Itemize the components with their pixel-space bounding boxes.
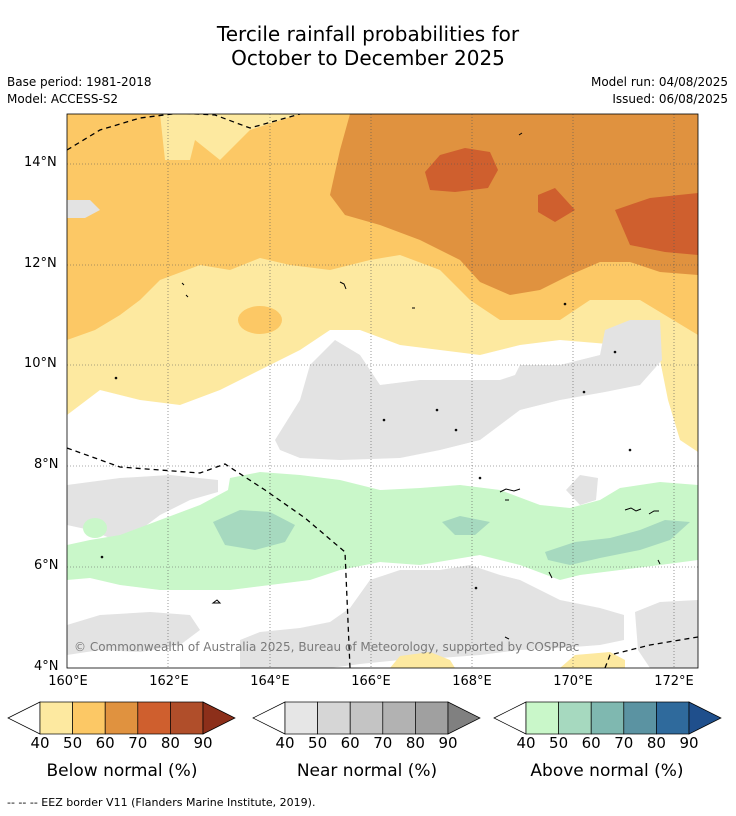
below-normal-70-region-b [538, 188, 575, 222]
legend-tick: 60 [95, 734, 115, 752]
legend-near-normal-bar [252, 701, 481, 735]
near-normal-40-region-small [67, 200, 100, 218]
lat-label-12n: 12°N [24, 256, 57, 271]
legend-tick: 60 [581, 734, 601, 752]
above-normal-50-region-a [213, 510, 295, 550]
legend-tick: 90 [193, 734, 213, 752]
legend-tick: 70 [614, 734, 634, 752]
legend-above-normal-caption: Above normal (%) [530, 761, 684, 781]
below-normal-40-region-south [390, 652, 455, 668]
map-fill-layer [67, 114, 698, 668]
legend-tick: 50 [549, 734, 569, 752]
below-normal-70-region-a [425, 148, 498, 192]
lon-label-160e: 160°E [48, 674, 88, 689]
legend-tick: 50 [63, 734, 83, 752]
legend-tick: 90 [679, 734, 699, 752]
title-line-1: Tercile rainfall probabilities for [216, 22, 520, 46]
meta-left: Base period: 1981-2018 Model: ACCESS-S2 [7, 74, 152, 108]
lat-label-14n: 14°N [24, 155, 57, 170]
legend-tick: 60 [340, 734, 360, 752]
legend-tick: 40 [30, 734, 50, 752]
eez-footnote: -- -- -- EEZ border V11 (Flanders Marine… [7, 796, 316, 809]
legend-tick: 40 [275, 734, 295, 752]
near-normal-40-region-east [566, 475, 598, 505]
legend-tick: 80 [646, 734, 666, 752]
legend-tick: 70 [373, 734, 393, 752]
above-normal-40-region [67, 472, 698, 590]
legend-tick: 70 [128, 734, 148, 752]
legend-tick: 50 [308, 734, 328, 752]
near-normal-40-region-north [275, 320, 662, 460]
title-line-2: October to December 2025 [231, 46, 505, 70]
eez-border-lines [67, 114, 698, 668]
below-normal-60-region [330, 114, 698, 295]
lat-label-10n: 10°N [24, 356, 57, 371]
legend-below-normal-bar [7, 701, 236, 735]
lon-label-162e: 162°E [149, 674, 189, 689]
near-normal-40-region-southwest [67, 612, 200, 655]
base-period: Base period: 1981-2018 [7, 75, 152, 89]
lat-label-8n: 8°N [34, 457, 59, 472]
legend-tick: 40 [516, 734, 536, 752]
lon-label-168e: 168°E [452, 674, 492, 689]
below-normal-40-region-southeast [560, 652, 625, 668]
legend-tick: 80 [160, 734, 180, 752]
above-normal-50-region-c [545, 520, 690, 565]
lat-label-4n: 4°N [34, 659, 59, 674]
legend-tick: 90 [438, 734, 458, 752]
near-normal-40-region-southeast [635, 600, 698, 668]
issued-date: Issued: 06/08/2025 [612, 92, 728, 106]
island-outlines [100, 132, 661, 640]
map-gridlines [67, 114, 698, 668]
lon-label-164e: 164°E [250, 674, 290, 689]
above-normal-50-region-b [442, 516, 490, 535]
lon-label-166e: 166°E [351, 674, 391, 689]
below-normal-70-region-c [615, 193, 698, 255]
legend-above-normal-bar [493, 701, 722, 735]
legend-near-normal-caption: Near normal (%) [296, 761, 438, 781]
near-normal-40-region-south [240, 565, 624, 668]
model-run: Model run: 04/08/2025 [590, 75, 728, 89]
lat-label-6n: 6°N [34, 558, 59, 573]
lon-label-172e: 172°E [654, 674, 694, 689]
model-name: Model: ACCESS-S2 [7, 92, 119, 106]
meta-right: Model run: 04/08/2025 Issued: 06/08/2025 [591, 74, 728, 108]
copyright-notice: © Commonwealth of Australia 2025, Bureau… [74, 640, 580, 654]
lon-label-170e: 170°E [553, 674, 593, 689]
legend-below-normal-caption: Below normal (%) [46, 761, 198, 781]
legend-tick: 80 [405, 734, 425, 752]
